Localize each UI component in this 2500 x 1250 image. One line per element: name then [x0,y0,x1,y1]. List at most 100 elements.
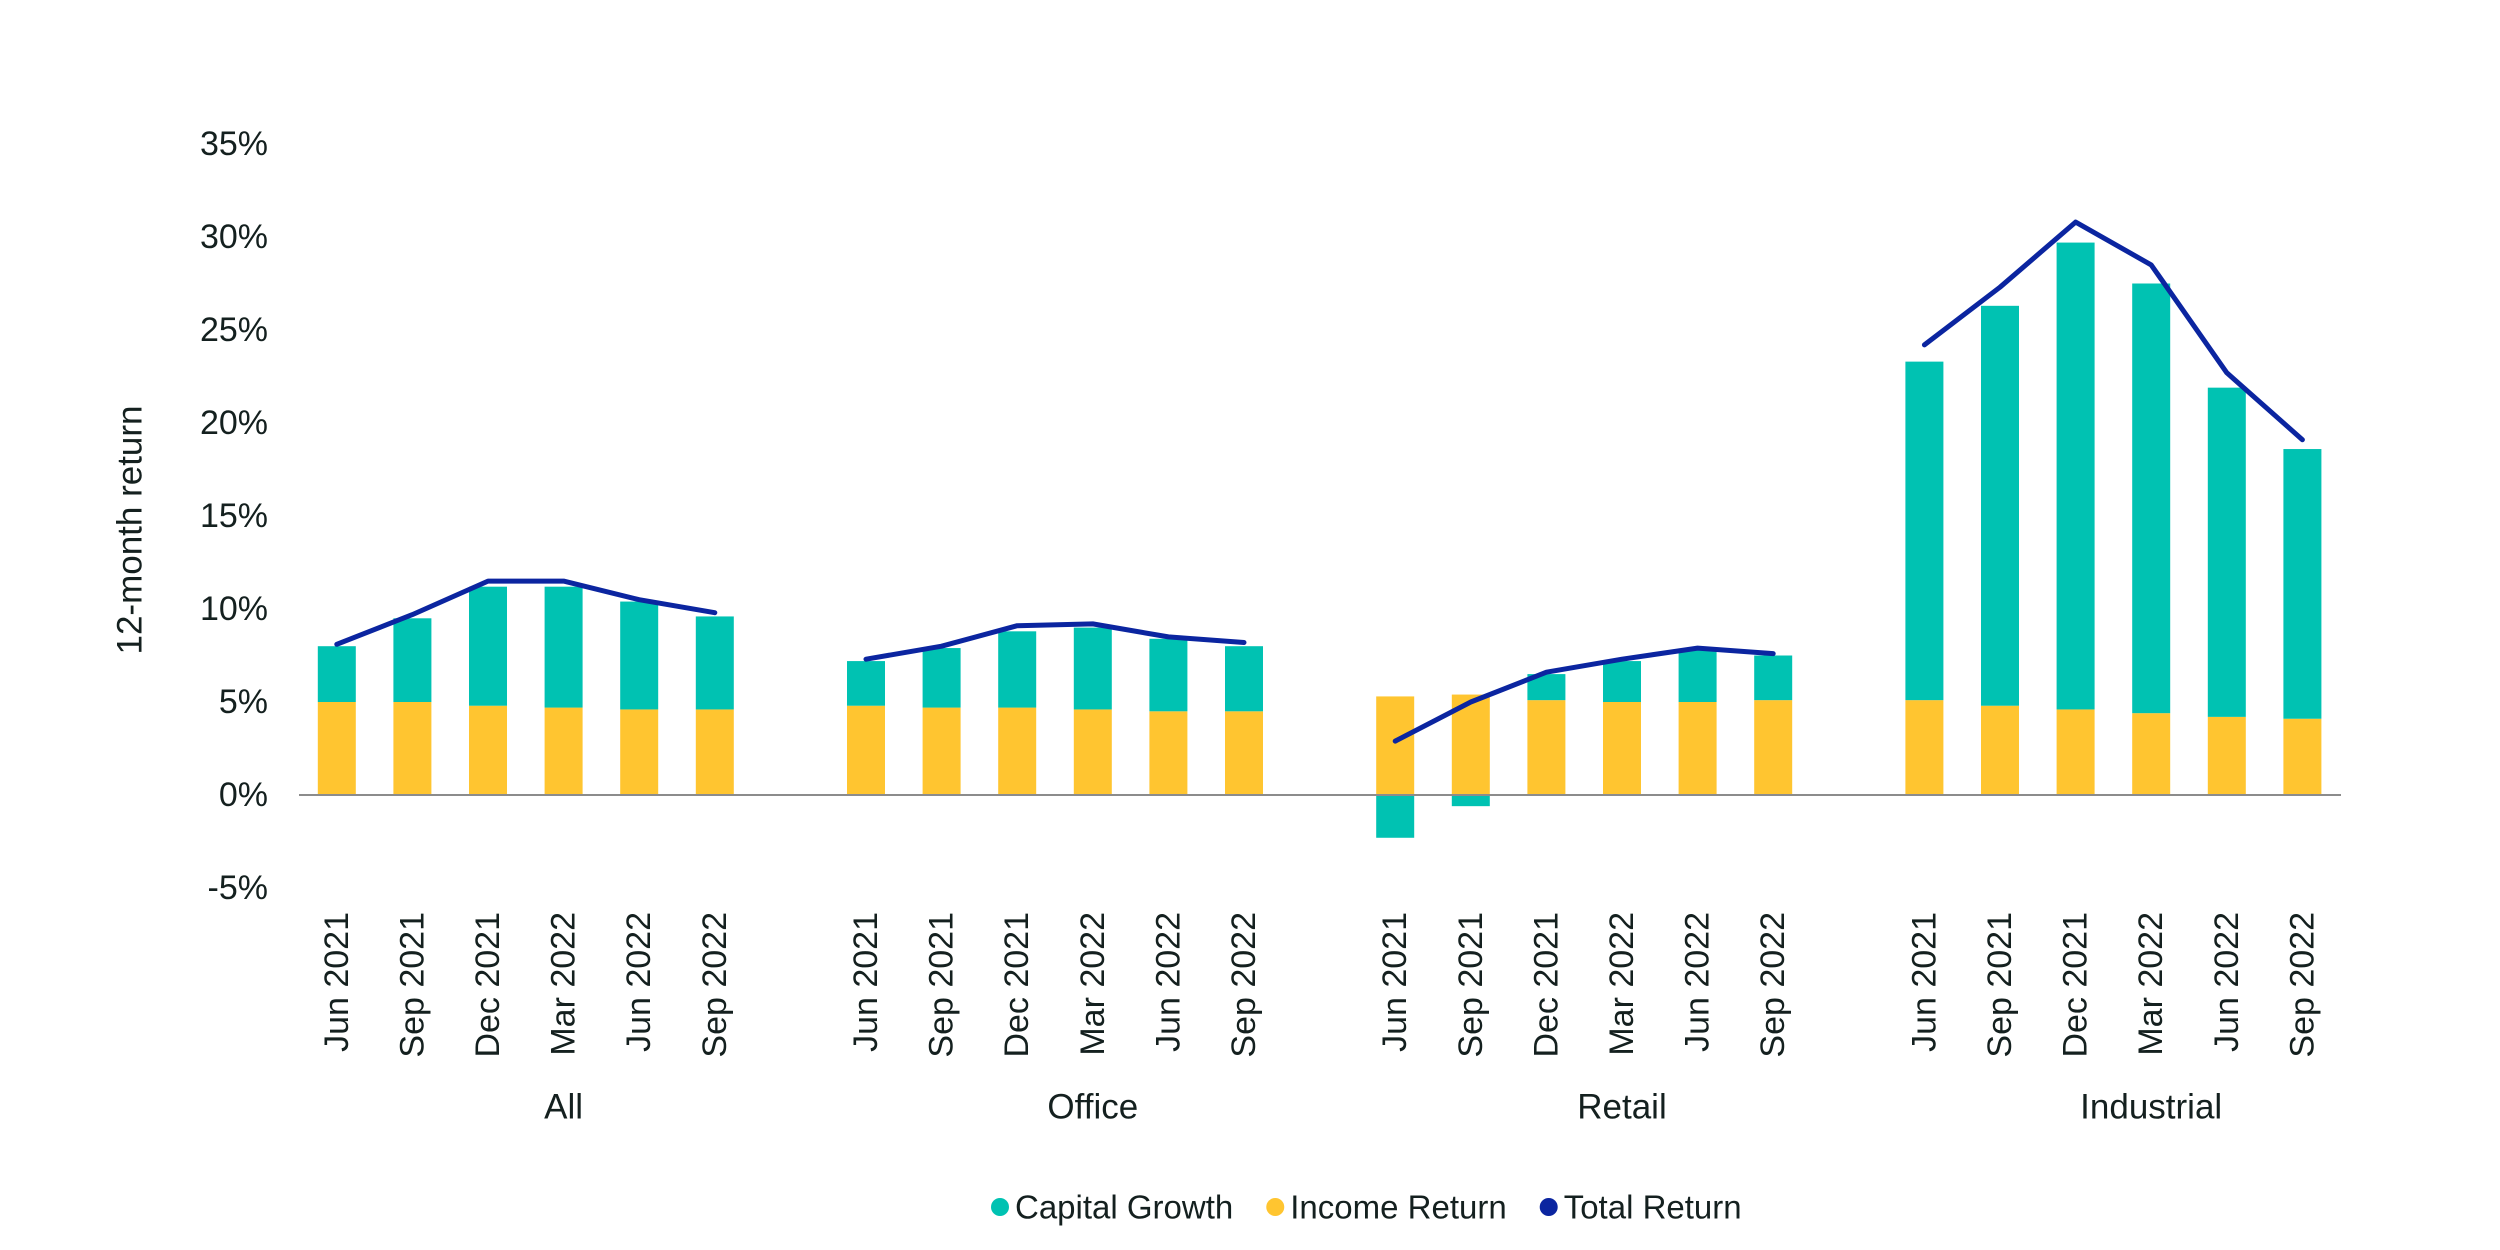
income-return-bar [1981,705,2019,795]
total-return-line [1392,645,1776,744]
x-tick-label: Sep 2021 [923,912,961,1058]
bars [317,242,2322,838]
income-return-bar [1603,702,1641,795]
capital-growth-bar [1905,361,1944,701]
y-tick-label: 10% [200,590,268,628]
x-tick-label: Mar 2022 [2132,912,2170,1056]
total-return-line [863,621,1247,662]
legend-label: Income Return [1290,1189,1506,1226]
x-tick-label: Sep 2021 [1452,912,1490,1058]
capital-growth-bar [847,661,885,706]
capital-growth-bar [1376,795,1415,838]
y-tick-label: 35% [200,125,268,163]
income-return-bar [695,709,734,795]
legend-marker-total-return [1539,1198,1558,1216]
x-tick-label: Mar 2022 [545,912,583,1056]
x-tick-label: Jun 2022 [620,912,658,1052]
group-label: All [544,1088,583,1127]
x-tick-label: Dec 2021 [469,912,507,1058]
x-tick-label: Dec 2021 [998,912,1036,1058]
group-label: Retail [1577,1088,1666,1127]
y-tick-label: 25% [200,311,268,349]
total-return-line [334,578,718,647]
y-axis-title: 12-month return [111,405,150,654]
x-axis-group-labels: All Office Retail Industrial [544,1088,2222,1127]
total-return-line [1921,219,2305,443]
income-return-bar [847,705,885,795]
income-return-bar [469,705,507,795]
income-return-bar [1754,700,1793,795]
capital-growth-bar [695,616,734,710]
capital-growth-bar [1451,795,1490,807]
income-return-bar [2132,713,2171,795]
income-return-bar [2056,709,2095,795]
legend-label: Total Return [1564,1189,1742,1226]
income-return-bar [1073,709,1112,795]
legend-label: Capital Growth [1015,1189,1233,1226]
capital-growth-bar [2056,242,2095,710]
x-tick-label: Jun 2021 [1905,912,1943,1052]
income-return-bar [998,707,1037,795]
x-axis-category-labels: Jun 2021 Sep 2021 Dec 2021 Mar 2022 Jun 2022… [318,912,2322,1058]
capital-growth-bar [1754,655,1793,701]
capital-growth-bar [2283,449,2322,719]
x-tick-label: Jun 2021 [1376,912,1414,1052]
capital-growth-bar [393,618,432,702]
y-axis-title-group: 12-month return [111,405,150,654]
x-tick-label: Jun 2021 [847,912,885,1052]
legend-marker-income-return [1266,1198,1285,1216]
legend: Capital Growth Income Return Total Return [991,1189,1742,1226]
group-label: Office [1047,1088,1138,1127]
y-tick-label: -5% [208,869,268,907]
x-tick-label: Mar 2022 [1074,912,1112,1056]
x-tick-label: Dec 2021 [2057,912,2095,1058]
capital-growth-bar [1149,638,1188,712]
capital-growth-bar [2132,283,2171,714]
x-tick-label: Mar 2022 [1603,912,1641,1056]
y-tick-label: 15% [200,497,268,535]
total-return-lines [334,219,2305,744]
capital-growth-bar [1981,305,2019,706]
y-tick-label: 0% [219,776,268,814]
x-tick-label: Jun 2022 [1149,912,1187,1052]
capital-growth-bar [922,648,961,708]
income-return-bar [317,702,356,795]
x-tick-label: Jun 2021 [318,912,356,1052]
income-return-bar [2207,716,2246,795]
income-return-bar [2283,718,2322,795]
x-tick-label: Sep 2022 [696,912,734,1058]
x-tick-label: Sep 2022 [1225,912,1263,1058]
income-return-bar [1376,696,1415,795]
y-tick-label: 30% [200,218,268,256]
capital-growth-bar [2207,387,2246,717]
income-return-bar [1225,711,1263,795]
income-return-bar [1905,700,1944,795]
capital-growth-bar [1073,627,1112,710]
capital-growth-bar [1678,649,1717,702]
x-tick-label: Jun 2022 [2208,912,2246,1052]
capital-growth-bar [317,646,356,702]
x-tick-label: Dec 2021 [1527,912,1565,1058]
income-return-bar [393,702,432,795]
capital-growth-bar [469,586,507,706]
income-return-bar [1527,700,1566,795]
capital-growth-bar [620,601,659,710]
x-tick-label: Jun 2022 [1679,912,1717,1052]
y-axis-ticks: -5% 0% 5% 10% 15% 20% 25% 30% 35% [200,125,268,907]
y-tick-label: 5% [219,683,268,721]
income-return-bar [922,707,961,795]
income-return-bar [1149,711,1188,795]
capital-growth-bar [998,631,1037,708]
x-tick-label: Sep 2022 [1754,912,1792,1058]
x-tick-label: Sep 2021 [393,912,431,1058]
x-tick-label: Sep 2022 [2283,912,2321,1058]
income-return-bar [544,707,583,795]
y-tick-label: 20% [200,404,268,442]
capital-growth-bar [544,586,583,708]
capital-growth-bar [1603,661,1641,702]
income-return-bar [620,709,659,795]
x-tick-label: Sep 2021 [1981,912,2019,1058]
capital-growth-bar [1225,646,1263,712]
income-return-bar [1678,702,1717,795]
